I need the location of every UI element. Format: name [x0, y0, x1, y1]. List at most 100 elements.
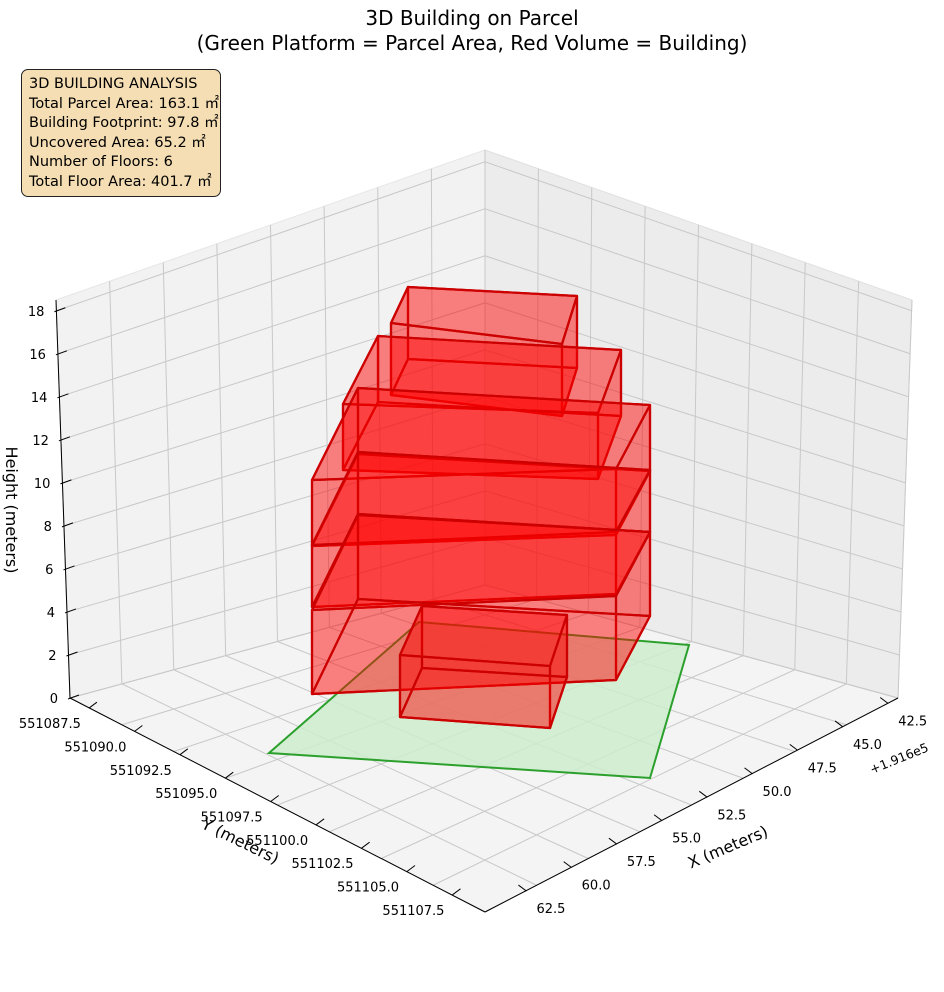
wall-gridline — [691, 224, 699, 642]
y-tick — [406, 865, 416, 872]
building-face — [341, 400, 623, 481]
x-tick-label: 55.0 — [672, 832, 701, 847]
info-line-floor-area: Total Floor Area: 401.7 ㎡ — [29, 173, 212, 190]
x-tick-label: 57.5 — [627, 855, 656, 870]
chart-subtitle: (Green Platform = Parcel Area, Red Volum… — [196, 31, 748, 55]
z-tick-label: 6 — [45, 563, 53, 578]
y-tick-label: 551100.0 — [246, 834, 308, 849]
tick-labels: 0 2 4 6 8 10 12 14 16 18 551087.5 551090.0 551092.5 5… — [19, 305, 927, 919]
x-tick — [879, 697, 889, 704]
building-floor-block — [310, 450, 652, 609]
wall-gridline — [162, 262, 175, 670]
z-tick-label: 10 — [34, 477, 51, 492]
z-tick-label: 16 — [29, 348, 46, 363]
y-axis-line — [69, 697, 486, 913]
z-tick — [67, 694, 80, 700]
y-tick — [179, 748, 189, 756]
z-tick — [55, 350, 68, 356]
building-face — [398, 604, 569, 668]
building-floor-block — [310, 513, 652, 696]
wall-gridline — [587, 187, 593, 614]
x-tick-label: 52.5 — [717, 808, 746, 823]
z-tick — [64, 608, 77, 614]
floor-gridline — [432, 683, 847, 886]
x-tick-label: 47.5 — [808, 761, 837, 776]
x-tick — [834, 720, 844, 728]
z-tick-label: 2 — [48, 649, 56, 664]
x-tick — [789, 744, 799, 751]
info-line-parcel-area: Total Parcel Area: 163.1 ㎡ — [29, 95, 220, 112]
info-line-floors: Number of Floors: 6 — [29, 154, 173, 170]
parcel-platform — [266, 620, 691, 780]
building-face — [389, 357, 579, 418]
y-tick — [270, 795, 279, 802]
y-tick-label: 551090.0 — [64, 741, 126, 756]
x-tick — [608, 837, 618, 845]
z-axis-line — [55, 299, 71, 699]
x-tick — [653, 814, 663, 822]
building-face — [310, 450, 652, 547]
info-line-uncovered: Uncovered Area: 65.2 ㎡ — [29, 134, 206, 151]
y-tick-label: 551105.0 — [337, 881, 399, 896]
wall-gridline — [323, 206, 330, 628]
building-face — [341, 334, 623, 415]
x-axis-line — [484, 697, 899, 913]
x-tick — [563, 861, 572, 869]
z-tick — [54, 307, 66, 313]
x-tick-label: 60.0 — [582, 879, 611, 894]
wall-gridline — [430, 168, 434, 600]
z-tick — [57, 393, 69, 399]
z-tick-label: 12 — [32, 434, 49, 449]
building-floor-block — [341, 334, 623, 481]
z-tick-label: 4 — [47, 606, 55, 621]
x-tick — [744, 767, 753, 775]
z-tick-label: 0 — [50, 692, 58, 707]
z-tick-label: 8 — [44, 520, 52, 535]
axis-lines — [55, 299, 899, 913]
building-face — [398, 666, 569, 730]
building-floor-block — [398, 604, 569, 730]
x-tick-label: 62.5 — [536, 902, 565, 917]
y-tick — [361, 841, 370, 849]
z-tick — [58, 436, 71, 442]
x-axis-label: X (meters) — [685, 822, 771, 873]
wall-gridline — [109, 281, 123, 684]
y-tick — [452, 888, 461, 896]
y-tick-label: 551107.5 — [382, 904, 444, 919]
floor-gridline — [484, 584, 899, 699]
z-tick-label: 14 — [31, 391, 48, 406]
building-volume — [310, 285, 652, 730]
x-tick-label: 50.0 — [763, 785, 792, 800]
x-tick — [699, 790, 708, 798]
z-tick — [60, 479, 72, 485]
x-tick-label: 42.5 — [898, 715, 927, 730]
x-tick-label: 45.0 — [853, 738, 882, 753]
y-tick — [88, 701, 98, 709]
wall-gridline — [794, 262, 806, 670]
info-title: 3D BUILDING ANALYSIS — [29, 76, 198, 92]
y-tick-label: 551087.5 — [19, 717, 81, 732]
y-tick — [224, 771, 234, 779]
z-tick-label: 18 — [28, 305, 45, 320]
z-tick — [61, 522, 74, 528]
wall-gridline — [536, 168, 539, 600]
wall-gridline — [845, 281, 860, 684]
info-line-footprint: Building Footprint: 97.8 ㎡ — [29, 115, 219, 131]
y-tick — [134, 725, 143, 732]
x-tick — [518, 884, 527, 892]
chart-title: 3D Building on Parcel — [365, 6, 579, 30]
wall-gridline — [742, 243, 753, 656]
y-tick-label: 551092.5 — [110, 764, 172, 779]
tick-marks — [54, 307, 889, 896]
z-tick — [66, 651, 78, 657]
wall-gridline — [897, 299, 913, 699]
y-tick — [315, 818, 325, 826]
y-tick-label: 551102.5 — [292, 857, 354, 872]
z-tick — [63, 565, 75, 571]
y-tick-label: 551095.0 — [155, 787, 217, 802]
wall-gridline — [270, 224, 278, 642]
wall-gridline — [216, 243, 227, 656]
z-axis-label: Height (meters) — [2, 447, 21, 574]
building-face — [310, 513, 652, 612]
